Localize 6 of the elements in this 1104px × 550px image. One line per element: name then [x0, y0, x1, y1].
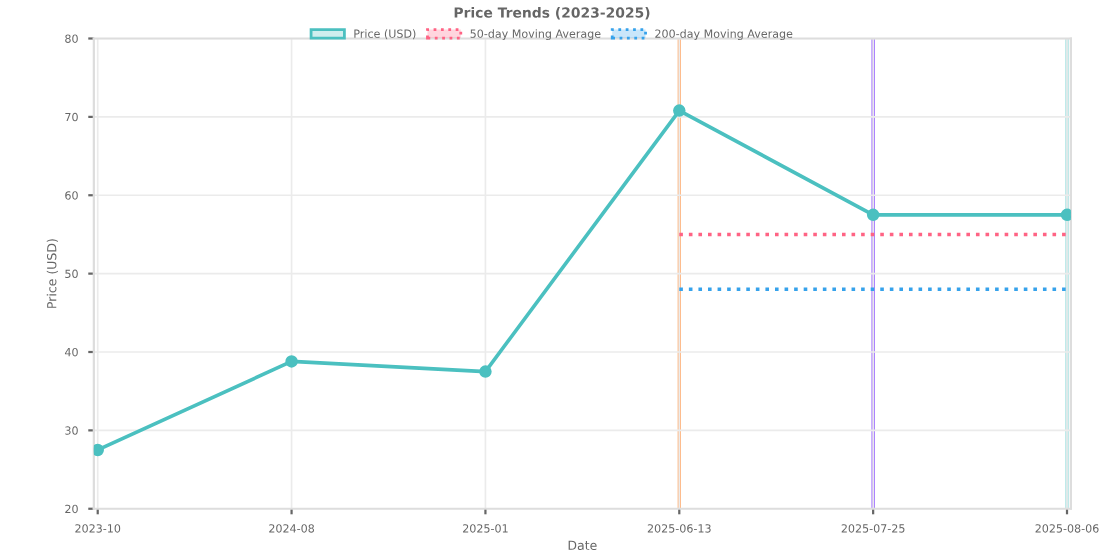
point — [673, 104, 686, 117]
point — [1060, 208, 1071, 222]
point — [93, 443, 104, 457]
point — [866, 208, 880, 222]
point — [285, 355, 298, 368]
point — [479, 365, 492, 378]
